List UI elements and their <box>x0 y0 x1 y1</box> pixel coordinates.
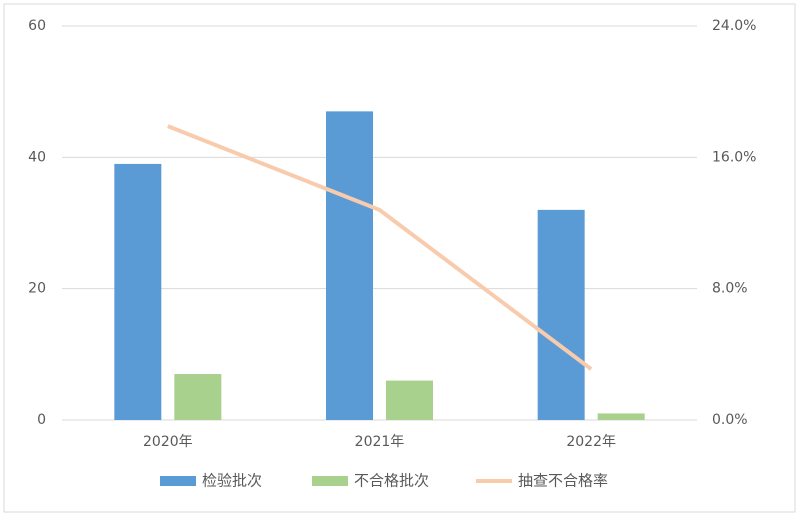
y-tick-label: 20 <box>28 281 46 297</box>
legend-swatch <box>160 476 196 486</box>
line <box>167 124 593 371</box>
legend-swatch <box>312 476 348 486</box>
y2-tick-label: 24.0% <box>712 18 756 34</box>
y-tick-label: 0 <box>37 412 46 428</box>
x-tick-label: 2022年 <box>566 434 616 450</box>
y2-tick-label: 16.0% <box>712 149 756 165</box>
x-tick-label: 2020年 <box>143 434 193 450</box>
x-tick-label: 2021年 <box>355 434 405 450</box>
bar <box>537 209 585 420</box>
y-tick-label: 60 <box>28 18 46 34</box>
bar <box>174 374 222 420</box>
legend-label: 抽查不合格率 <box>518 472 608 490</box>
bar <box>597 413 645 420</box>
y-tick-label: 40 <box>28 149 46 165</box>
y2-tick-label: 8.0% <box>712 281 748 297</box>
bar <box>326 111 373 420</box>
legend-label: 检验批次 <box>202 472 262 490</box>
bar <box>386 380 433 420</box>
legend-label: 不合格批次 <box>354 472 429 490</box>
bar <box>114 163 162 420</box>
y2-tick-label: 0.0% <box>712 412 748 428</box>
